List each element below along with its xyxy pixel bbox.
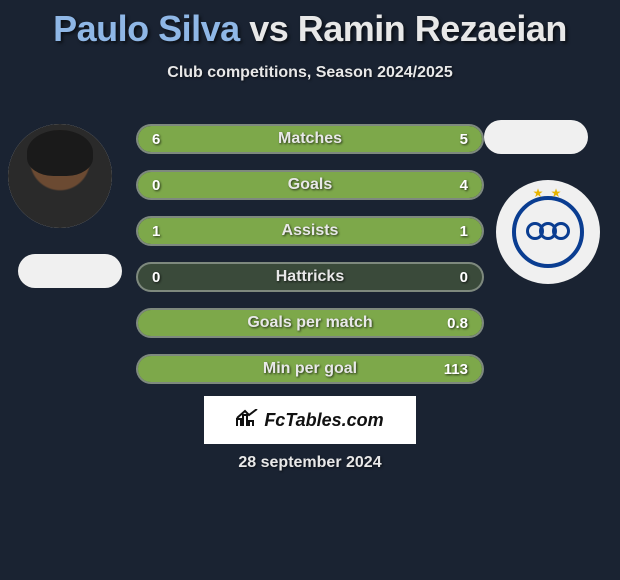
stat-value-right: 1 bbox=[460, 223, 468, 240]
player1-avatar bbox=[8, 124, 112, 228]
stat-value-right: 5 bbox=[460, 131, 468, 148]
title-player1: Paulo Silva bbox=[53, 8, 240, 49]
stat-row: 0Goals4 bbox=[136, 170, 484, 200]
date-text: 28 september 2024 bbox=[0, 454, 620, 472]
stats-table: 6Matches50Goals41Assists10Hattricks0Goal… bbox=[136, 124, 484, 400]
stat-row: 6Matches5 bbox=[136, 124, 484, 154]
stat-label: Goals bbox=[138, 176, 482, 194]
stat-value-right: 4 bbox=[460, 177, 468, 194]
stat-label: Assists bbox=[138, 222, 482, 240]
stat-label: Hattricks bbox=[138, 268, 482, 286]
page-title: Paulo Silva vs Ramin Rezaeian bbox=[0, 0, 620, 50]
stat-row: Goals per match0.8 bbox=[136, 308, 484, 338]
crest-stars-icon: ★ ★ bbox=[533, 186, 564, 200]
brand-badge: FcTables.com bbox=[204, 396, 416, 444]
stat-value-right: 0.8 bbox=[447, 315, 468, 332]
stat-row: Min per goal113 bbox=[136, 354, 484, 384]
player2-club-pill bbox=[484, 120, 588, 154]
brand-text: FcTables.com bbox=[264, 410, 383, 431]
stat-row: 1Assists1 bbox=[136, 216, 484, 246]
title-player2: Ramin Rezaeian bbox=[298, 8, 567, 49]
stat-label: Min per goal bbox=[138, 360, 482, 378]
stat-row: 0Hattricks0 bbox=[136, 262, 484, 292]
player2-club-crest: ★ ★ bbox=[496, 180, 600, 284]
player1-club-pill bbox=[18, 254, 122, 288]
stat-label: Goals per match bbox=[138, 314, 482, 332]
brand-chart-icon bbox=[236, 409, 258, 432]
crest-rings-icon bbox=[526, 222, 570, 242]
subtitle: Club competitions, Season 2024/2025 bbox=[0, 64, 620, 82]
stat-value-right: 113 bbox=[444, 361, 468, 378]
stat-label: Matches bbox=[138, 130, 482, 148]
player-face-icon bbox=[8, 124, 112, 228]
title-vs: vs bbox=[249, 8, 288, 49]
stat-value-right: 0 bbox=[460, 269, 468, 286]
crest-icon: ★ ★ bbox=[512, 196, 584, 268]
